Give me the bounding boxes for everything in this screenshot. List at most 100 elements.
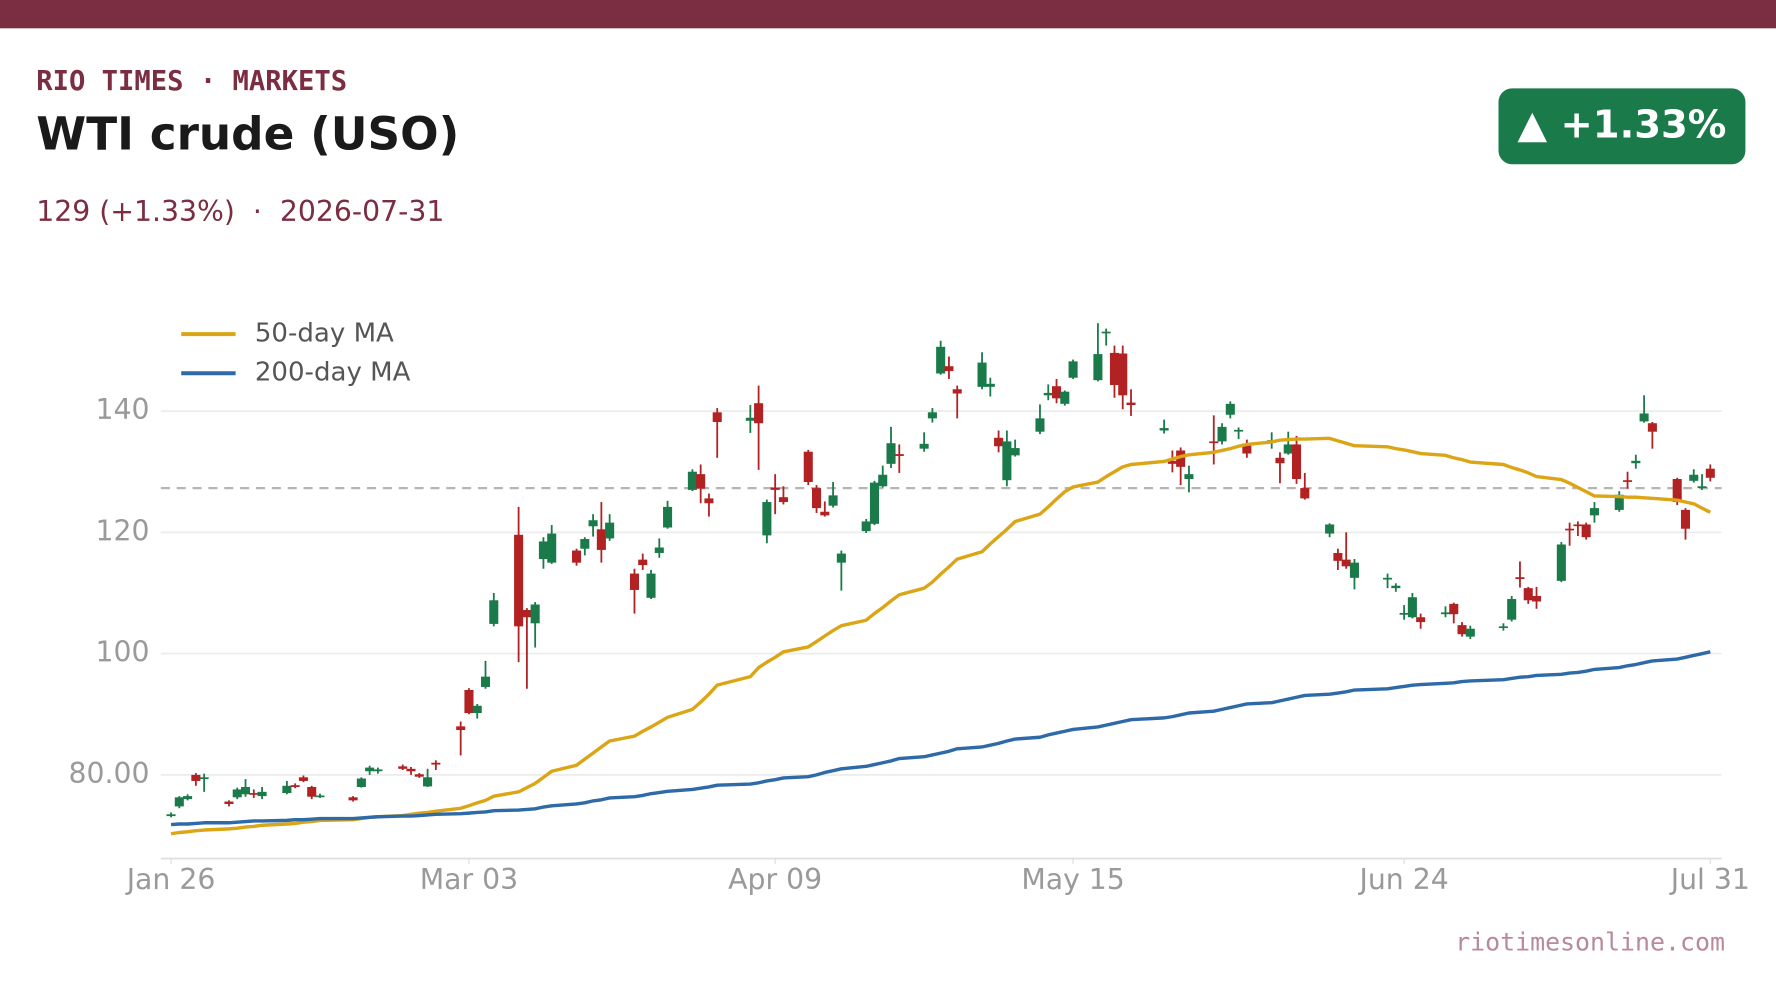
- top-band: [0, 0, 1776, 29]
- candle-body: [1680, 509, 1691, 529]
- candle-body: [1109, 352, 1119, 386]
- candle-body: [166, 814, 176, 817]
- candle-body: [572, 550, 582, 563]
- candle-body: [745, 417, 755, 421]
- candle-body: [1531, 596, 1542, 602]
- x-tick-label: May 15: [1021, 863, 1125, 896]
- candle-body: [977, 362, 987, 387]
- candle-body: [249, 793, 259, 795]
- candle-body: [1283, 444, 1293, 454]
- candle-body: [1623, 480, 1633, 482]
- candle-body: [1043, 392, 1053, 396]
- candle-body: [605, 522, 615, 539]
- x-tick-label: Apr 09: [728, 863, 822, 896]
- candle-body: [373, 769, 383, 772]
- candle-body: [1325, 524, 1335, 534]
- candle-body: [1407, 597, 1417, 618]
- candle-body: [1631, 460, 1641, 464]
- y-tick-label: 140: [95, 393, 149, 426]
- candle-body: [356, 778, 366, 788]
- candle-body: [654, 547, 664, 553]
- candle-body: [1275, 457, 1285, 464]
- candle-body: [1399, 612, 1409, 615]
- candle-body: [290, 785, 300, 788]
- candle-body: [712, 412, 722, 423]
- candle-body: [944, 366, 954, 372]
- candle-body: [820, 511, 830, 516]
- candle-body: [1333, 552, 1343, 561]
- y-tick-label: 100: [95, 636, 149, 669]
- candle-body: [1672, 478, 1682, 503]
- candle-body: [646, 573, 656, 598]
- candle-body: [1060, 391, 1070, 404]
- candle-body: [423, 777, 433, 787]
- candle-body: [580, 539, 590, 549]
- candle-body: [1639, 413, 1649, 422]
- candle-body: [1515, 577, 1525, 580]
- candle-body: [1234, 429, 1244, 432]
- candle-body: [1697, 486, 1707, 489]
- candle-body: [812, 488, 822, 509]
- candle-body: [398, 766, 408, 769]
- candle-body: [464, 689, 474, 714]
- candle-body: [240, 787, 251, 795]
- candle-body: [927, 412, 937, 419]
- candle-body: [199, 777, 209, 780]
- legend-label: 200-day MA: [255, 358, 411, 388]
- candle-body: [1614, 494, 1624, 510]
- candle-body: [414, 774, 424, 777]
- candle-body: [257, 791, 267, 797]
- candle-body: [754, 403, 764, 424]
- candle-body: [1507, 599, 1517, 620]
- candle-body: [1242, 443, 1252, 454]
- candle-body: [538, 541, 548, 560]
- candle-body: [1118, 353, 1128, 396]
- candle-body: [489, 600, 499, 624]
- subtitle: 129 (+1.33%) · 2026-07-31: [36, 195, 444, 228]
- candle-body: [1101, 331, 1111, 334]
- candle-body: [1159, 428, 1169, 431]
- candle-body: [762, 502, 772, 536]
- candle-body: [406, 768, 416, 772]
- x-tick-label: Mar 03: [420, 863, 518, 896]
- candle-body: [1068, 361, 1078, 378]
- candle-body: [596, 529, 606, 550]
- candle-body: [348, 797, 358, 801]
- candle-body: [282, 785, 292, 794]
- candle-body: [365, 767, 375, 772]
- candle-body: [522, 609, 532, 618]
- kicker: RIO TIMES · MARKETS: [36, 66, 347, 97]
- candle-body: [547, 533, 557, 563]
- candle-body: [803, 451, 813, 483]
- candle-body: [472, 705, 482, 714]
- candle-body: [174, 797, 184, 807]
- y-tick-label: 120: [95, 514, 149, 547]
- candle-body: [1457, 625, 1467, 635]
- candle-body: [191, 774, 201, 781]
- candle-body: [936, 346, 946, 374]
- candle-body: [1167, 460, 1177, 464]
- candle-body: [778, 497, 788, 503]
- candle-body: [1300, 488, 1310, 499]
- candle-body: [1184, 474, 1194, 479]
- candle-body: [1225, 403, 1235, 415]
- candle-body: [307, 787, 317, 797]
- candle-body: [1291, 444, 1302, 479]
- candle-body: [1209, 441, 1219, 444]
- candle-body: [183, 796, 193, 800]
- candle-body: [1689, 474, 1699, 481]
- candle-body: [1449, 603, 1459, 615]
- candle-body: [1523, 588, 1533, 601]
- candle-body: [514, 534, 524, 627]
- candle-body: [1573, 524, 1583, 527]
- candle-body: [1093, 354, 1103, 381]
- candle-body: [687, 471, 697, 490]
- candle-body: [1498, 626, 1508, 629]
- legend-label: 50-day MA: [255, 319, 394, 349]
- candle-body: [919, 443, 929, 449]
- candle-body: [1465, 628, 1475, 637]
- y-tick-label: 80.00: [68, 757, 149, 790]
- chart-title: WTI crude (USO): [36, 108, 459, 161]
